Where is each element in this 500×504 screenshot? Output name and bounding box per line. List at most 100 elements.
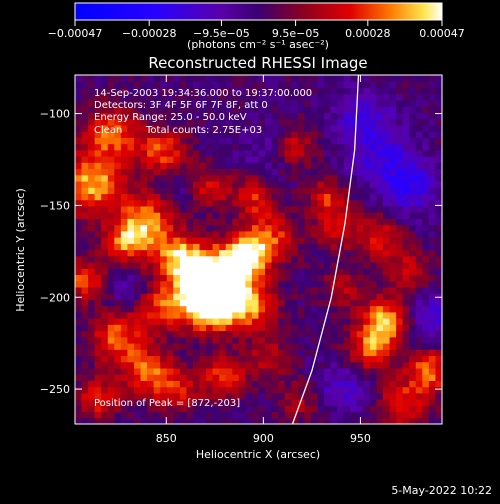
heatmap-cell: [389, 168, 397, 176]
heatmap-cell: [396, 118, 404, 126]
heatmap-cell: [402, 75, 410, 82]
heatmap-cell: [160, 280, 168, 288]
heatmap-cell: [232, 168, 240, 176]
heatmap-cell: [133, 193, 142, 201]
heatmap-cell: [435, 81, 442, 89]
heatmap-cell: [422, 174, 430, 182]
heatmap-cell: [409, 137, 417, 145]
heatmap-cell: [284, 174, 292, 182]
heatmap-cell: [206, 268, 214, 276]
heatmap-cell: [310, 93, 319, 101]
heatmap-cell: [304, 187, 312, 195]
heatmap-cell: [363, 199, 371, 207]
heatmap-cell: [206, 243, 214, 251]
heatmap-cell: [343, 124, 351, 132]
heatmap-cell: [212, 124, 220, 132]
heatmap-cell: [428, 149, 437, 157]
heatmap-cell: [409, 249, 417, 257]
heatmap-cell: [206, 349, 214, 357]
heatmap-cell: [160, 392, 168, 400]
heatmap-cell: [225, 75, 233, 82]
heatmap-cell: [166, 199, 174, 207]
heatmap-cell: [140, 355, 148, 363]
heatmap-cell: [422, 218, 430, 226]
heatmap-cell: [75, 286, 83, 294]
heatmap-cell: [396, 205, 404, 213]
colorbar-tick-label: −0.00028: [122, 27, 177, 40]
heatmap-cell: [422, 367, 430, 375]
heatmap-cell: [284, 274, 292, 282]
heatmap-cell: [88, 274, 96, 282]
heatmap-cell: [343, 261, 351, 269]
heatmap-cell: [199, 205, 207, 213]
heatmap-cell: [284, 180, 292, 188]
heatmap-cell: [350, 124, 358, 132]
heatmap-cell: [94, 324, 102, 332]
heatmap-cell: [88, 392, 96, 400]
heatmap-cell: [291, 367, 299, 375]
heatmap-cell: [324, 237, 332, 244]
heatmap-cell: [297, 224, 305, 232]
heatmap-cell: [284, 218, 292, 226]
heatmap-cell: [389, 93, 397, 101]
heatmap-cell: [271, 311, 279, 319]
heatmap-cell: [389, 156, 397, 163]
heatmap-cell: [356, 261, 364, 269]
heatmap-cell: [238, 330, 246, 338]
heatmap-cell: [396, 255, 404, 263]
heatmap-cell: [238, 99, 246, 107]
heatmap-cell: [225, 305, 233, 313]
heatmap-cell: [356, 355, 364, 363]
heatmap-cell: [356, 311, 364, 319]
heatmap-cell: [81, 212, 89, 219]
heatmap-cell: [415, 336, 423, 344]
colorbar-tick-label: 9.5e−05: [272, 27, 319, 40]
heatmap-cell: [206, 286, 214, 294]
heatmap-cell: [291, 355, 299, 363]
heatmap-cell: [173, 299, 181, 307]
heatmap-cell: [251, 112, 260, 120]
heatmap-cell: [88, 399, 96, 406]
heatmap-cell: [278, 193, 286, 201]
heatmap-cell: [271, 336, 279, 344]
heatmap-cell: [81, 106, 89, 113]
heatmap-cell: [402, 224, 410, 232]
heatmap-cell: [160, 187, 168, 195]
heatmap-cell: [278, 118, 286, 126]
heatmap-cell: [271, 118, 279, 126]
heatmap-cell: [278, 249, 286, 257]
heatmap-cell: [75, 355, 83, 363]
heatmap-cell: [120, 293, 129, 300]
heatmap-cell: [192, 361, 201, 369]
heatmap-cell: [147, 137, 155, 145]
heatmap-cell: [297, 299, 305, 307]
heatmap-cell: [396, 367, 404, 375]
heatmap-cell: [245, 162, 253, 170]
heatmap-cell: [337, 131, 345, 138]
heatmap-cell: [376, 93, 384, 101]
heatmap-cell: [225, 156, 233, 163]
heatmap-cell: [363, 299, 371, 307]
heatmap-cell: [225, 374, 233, 381]
heatmap-cell: [225, 168, 233, 176]
heatmap-cell: [402, 330, 410, 338]
heatmap-cell: [310, 386, 319, 394]
heatmap-cell: [415, 411, 423, 419]
heatmap-cell: [75, 380, 83, 388]
heatmap-cell: [271, 255, 279, 263]
heatmap-cell: [153, 392, 161, 400]
heatmap-cell: [304, 411, 312, 419]
heatmap-cell: [81, 162, 89, 170]
heatmap-cell: [88, 106, 96, 113]
heatmap-cell: [88, 355, 96, 363]
heatmap-cell: [219, 299, 227, 307]
heatmap-cell: [271, 162, 279, 170]
heatmap-cell: [409, 168, 417, 176]
heatmap-cell: [356, 99, 364, 107]
heatmap-cell: [179, 137, 188, 145]
heatmap-cell: [94, 392, 102, 400]
heatmap-cell: [238, 162, 246, 170]
heatmap-cell: [337, 93, 345, 101]
heatmap-cell: [422, 156, 430, 163]
heatmap-cell: [422, 280, 430, 288]
